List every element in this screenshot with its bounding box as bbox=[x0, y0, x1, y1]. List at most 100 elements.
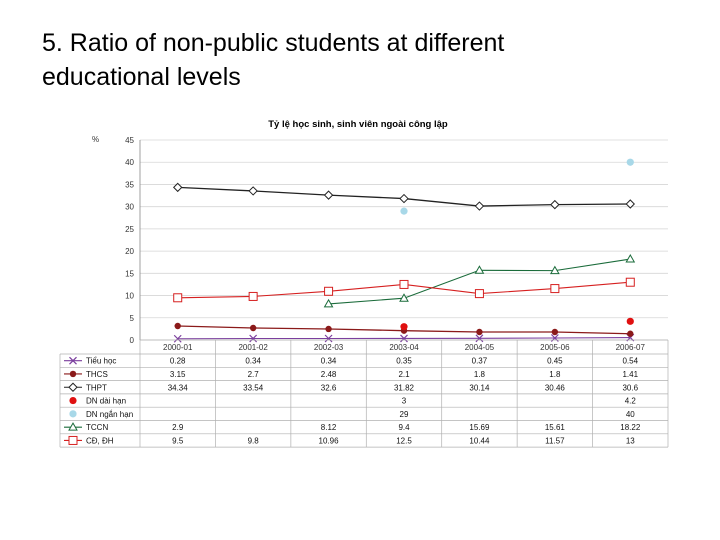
y-tick-label: 25 bbox=[125, 225, 134, 234]
data-label: 0.34 bbox=[245, 357, 261, 366]
data-label: 0.45 bbox=[547, 357, 563, 366]
data-point bbox=[248, 186, 258, 196]
slide-title-line-2: educational levels bbox=[42, 63, 241, 91]
y-tick-label: 0 bbox=[130, 336, 135, 345]
data-label: 8.12 bbox=[321, 423, 337, 432]
data-label: 30.14 bbox=[469, 383, 490, 392]
data-point bbox=[248, 291, 258, 301]
y-tick-label: 35 bbox=[125, 180, 134, 189]
legend-label: Tiểu học bbox=[86, 357, 116, 366]
data-point bbox=[68, 422, 78, 431]
data-point bbox=[550, 284, 560, 294]
data-point bbox=[550, 199, 560, 210]
data-point bbox=[625, 254, 636, 263]
data-label: 15.69 bbox=[469, 423, 490, 432]
data-label: 33.54 bbox=[243, 383, 264, 392]
data-point bbox=[324, 334, 333, 343]
data-label: 12.5 bbox=[396, 436, 412, 445]
series bbox=[400, 158, 634, 215]
legend-label: TCCN bbox=[86, 423, 108, 432]
grid-layer: 0 5 10 15 20 25 30 35 40 45 bbox=[125, 136, 668, 345]
x-tick-label: 2004-05 bbox=[465, 343, 495, 352]
x-tick-label: 2002-03 bbox=[314, 343, 344, 352]
y-tick-label: 45 bbox=[125, 136, 134, 145]
legend-label: THCS bbox=[86, 370, 108, 379]
data-label: 9.5 bbox=[172, 436, 184, 445]
data-label: 3.15 bbox=[170, 370, 186, 379]
data-label: 0.28 bbox=[170, 357, 186, 366]
data-label: 18.22 bbox=[620, 423, 641, 432]
data-label: 30.6 bbox=[622, 383, 638, 392]
data-point bbox=[323, 190, 334, 200]
data-point bbox=[323, 298, 334, 308]
data-point bbox=[249, 334, 258, 343]
data-point bbox=[625, 199, 635, 209]
legend-label: DN dài hạn bbox=[86, 397, 126, 406]
legend-label: DN ngắn hạn bbox=[86, 410, 133, 419]
x-tick-label: 2001-02 bbox=[238, 343, 268, 352]
data-point bbox=[68, 382, 78, 392]
series bbox=[323, 254, 636, 308]
data-point bbox=[625, 277, 635, 287]
x-tick-label: 2003-04 bbox=[389, 343, 419, 352]
data-point bbox=[399, 193, 409, 204]
x-tick-label: 2006-07 bbox=[616, 343, 646, 352]
data-point bbox=[474, 289, 484, 299]
chart-title: Tỷ lệ học sinh, sinh viên ngoài công lập bbox=[268, 119, 448, 130]
data-point bbox=[68, 435, 78, 445]
data-point bbox=[627, 330, 634, 337]
data-table: 2000-01 2001-02 2002-03 2003-04 2004-05 2005-… bbox=[59, 339, 669, 448]
data-label: 10.96 bbox=[319, 436, 340, 445]
data-point bbox=[69, 356, 77, 365]
series bbox=[400, 317, 634, 331]
data-label: 2.9 bbox=[172, 423, 184, 432]
x-tick-label: 2000-01 bbox=[163, 343, 193, 352]
data-point bbox=[549, 265, 560, 275]
data-point bbox=[69, 396, 77, 405]
data-label: 13 bbox=[626, 436, 635, 445]
slide-title: 5. Ratio of non-public students at diffe… bbox=[42, 26, 682, 94]
data-point bbox=[400, 323, 408, 331]
data-label: 9.4 bbox=[398, 423, 410, 432]
data-point bbox=[551, 328, 559, 336]
data-label: 2.48 bbox=[321, 370, 337, 379]
data-label: 0.34 bbox=[321, 357, 337, 366]
data-point bbox=[173, 334, 182, 343]
data-point bbox=[474, 265, 485, 274]
data-point bbox=[626, 158, 634, 166]
data-point bbox=[69, 410, 77, 418]
data-label: 1.8 bbox=[474, 370, 486, 379]
y-axis-label: % bbox=[92, 135, 99, 144]
data-label: 40 bbox=[626, 410, 635, 419]
data-point bbox=[475, 334, 484, 343]
y-tick-label: 30 bbox=[125, 203, 134, 212]
y-tick-label: 20 bbox=[125, 247, 134, 256]
data-label: 2.1 bbox=[398, 370, 410, 379]
data-label: 34.34 bbox=[168, 383, 189, 392]
series bbox=[173, 277, 635, 303]
data-point bbox=[249, 324, 257, 332]
data-label: 30.46 bbox=[545, 383, 566, 392]
data-label: 29 bbox=[400, 410, 409, 419]
data-label: 9.8 bbox=[248, 436, 260, 445]
data-point bbox=[174, 322, 181, 330]
series-layer bbox=[173, 158, 636, 343]
data-point bbox=[324, 286, 334, 296]
data-label: 32.6 bbox=[321, 383, 337, 392]
legend-label: THPT bbox=[86, 383, 107, 392]
data-label: 0.54 bbox=[622, 357, 638, 366]
data-label: 4.2 bbox=[625, 397, 637, 406]
data-label: 10.44 bbox=[469, 436, 490, 445]
x-tick-label: 2005-06 bbox=[540, 343, 570, 352]
data-point bbox=[476, 328, 483, 336]
data-label: 3 bbox=[402, 397, 407, 406]
data-point bbox=[474, 201, 485, 211]
data-point bbox=[325, 325, 332, 333]
y-tick-label: 5 bbox=[130, 314, 135, 323]
y-tick-label: 15 bbox=[125, 269, 134, 278]
data-label: 11.57 bbox=[545, 436, 565, 445]
slide-title-line-1: 5. Ratio of non-public students at diffe… bbox=[42, 29, 505, 57]
legend-label: CĐ, ĐH bbox=[86, 436, 114, 445]
data-label: 1.41 bbox=[622, 370, 638, 379]
